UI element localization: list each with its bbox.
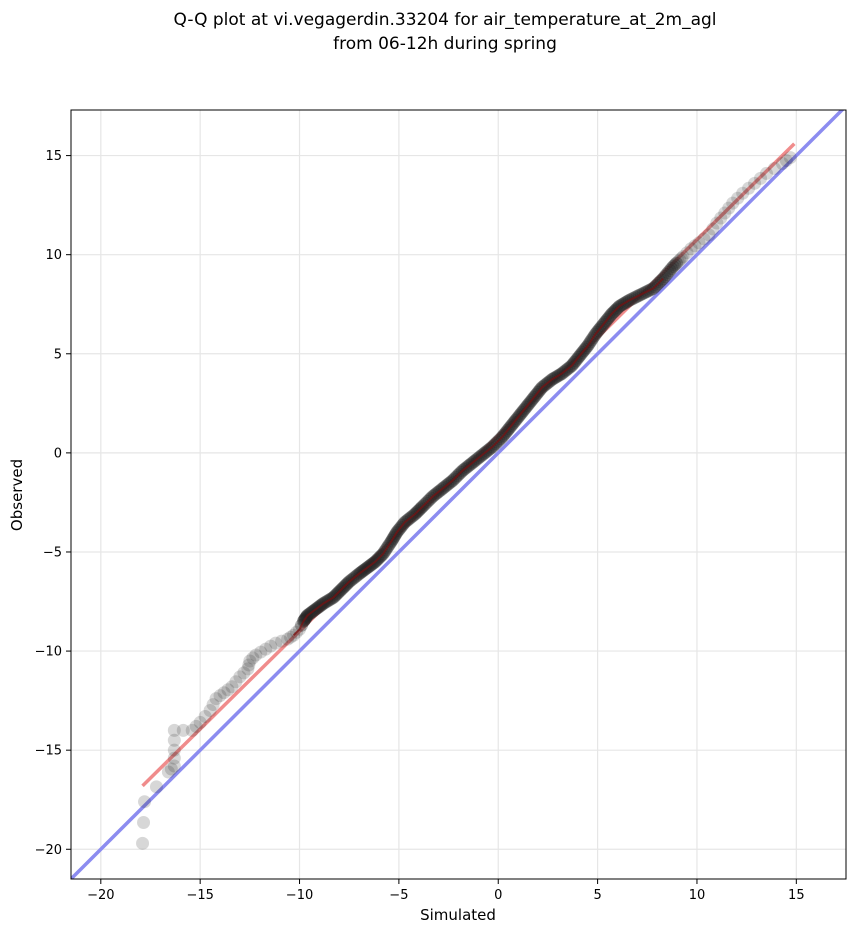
data-point <box>149 780 163 794</box>
x-tick-label: −5 <box>389 888 408 903</box>
data-point <box>167 751 181 765</box>
data-point <box>671 255 685 269</box>
data-point <box>229 675 243 689</box>
y-tick-label: 10 <box>45 248 62 263</box>
data-point <box>710 216 724 230</box>
data-point <box>237 666 251 680</box>
data-point <box>246 651 260 665</box>
data-point <box>688 239 702 253</box>
data-point <box>242 658 256 672</box>
data-point <box>697 232 711 246</box>
y-tick-label: −15 <box>35 744 62 759</box>
data-point <box>659 268 673 282</box>
y-tick-label: −5 <box>43 545 62 560</box>
data-point <box>673 253 687 267</box>
data-point <box>760 166 774 180</box>
data-points <box>136 151 797 850</box>
data-point <box>668 258 682 272</box>
data-point <box>779 154 793 168</box>
y-axis-label: Observed <box>8 459 26 531</box>
data-point <box>281 632 295 646</box>
data-point <box>742 181 756 195</box>
data-point <box>748 176 762 190</box>
data-point <box>233 670 247 684</box>
x-tick-label: 5 <box>593 888 601 903</box>
y-tick-label: −20 <box>35 843 62 858</box>
data-point <box>684 242 698 256</box>
data-point <box>167 733 181 747</box>
y-tick-label: −10 <box>35 645 62 660</box>
data-point <box>664 262 678 276</box>
x-tick-label: −15 <box>186 888 213 903</box>
data-point <box>775 157 789 171</box>
data-point <box>674 251 688 265</box>
data-point <box>193 715 207 729</box>
data-point <box>736 186 750 200</box>
data-point <box>783 151 797 165</box>
data-point <box>676 250 690 264</box>
data-point <box>189 719 203 733</box>
data-point <box>138 795 152 809</box>
data-point <box>137 816 151 830</box>
data-point <box>243 654 257 668</box>
identity-line <box>71 110 845 879</box>
data-point <box>203 704 217 718</box>
data-point <box>167 743 181 757</box>
chart-title-line-2: from 06-12h during spring <box>333 34 557 54</box>
data-point <box>254 645 268 659</box>
data-point <box>726 196 740 210</box>
data-point <box>663 264 677 278</box>
data-point <box>669 256 683 270</box>
data-point <box>269 636 283 650</box>
data-point <box>275 634 289 648</box>
y-axis-ticks: −20 −15 −10 −5 0 5 10 15 <box>35 149 71 858</box>
x-axis-label: Simulated <box>420 906 496 924</box>
data-point <box>702 228 716 242</box>
x-tick-label: −10 <box>286 888 313 903</box>
data-point <box>161 765 175 779</box>
data-point <box>722 201 736 215</box>
x-tick-label: −20 <box>87 888 114 903</box>
data-point <box>198 709 212 723</box>
reference-lines <box>71 110 845 879</box>
data-point <box>680 246 694 260</box>
data-point <box>136 836 150 850</box>
data-point <box>167 759 181 773</box>
data-point <box>164 762 178 776</box>
data-point <box>706 222 720 236</box>
data-point <box>249 648 263 662</box>
x-tick-label: 0 <box>494 888 502 903</box>
data-point <box>731 191 745 205</box>
data-point <box>767 161 781 175</box>
x-axis-ticks: −20 −15 −10 −5 0 5 10 15 <box>87 879 805 903</box>
data-point <box>661 266 675 280</box>
data-point <box>241 662 255 676</box>
data-point <box>714 211 728 225</box>
data-point <box>718 206 732 220</box>
data-point <box>259 642 273 656</box>
x-tick-label: 15 <box>788 888 805 903</box>
data-point <box>221 683 235 697</box>
data-point <box>185 723 199 737</box>
y-tick-label: 15 <box>45 149 62 164</box>
y-tick-label: 5 <box>54 347 62 362</box>
x-tick-label: 10 <box>689 888 706 903</box>
data-point <box>692 236 706 250</box>
y-tick-label: 0 <box>54 446 62 461</box>
grid-lines <box>71 110 846 879</box>
data-point <box>209 692 223 706</box>
chart-title-line-1: Q-Q plot at vi.vegagerdin.33204 for air_… <box>173 10 716 30</box>
data-point <box>176 723 190 737</box>
data-point <box>213 689 227 703</box>
data-point <box>666 260 680 274</box>
dense-point-trace <box>292 277 664 636</box>
data-point <box>264 639 278 653</box>
data-point <box>217 686 231 700</box>
data-point <box>167 723 181 737</box>
plot-frame <box>70 109 847 880</box>
data-point <box>225 680 239 694</box>
data-point <box>206 698 220 712</box>
data-point <box>754 171 768 185</box>
